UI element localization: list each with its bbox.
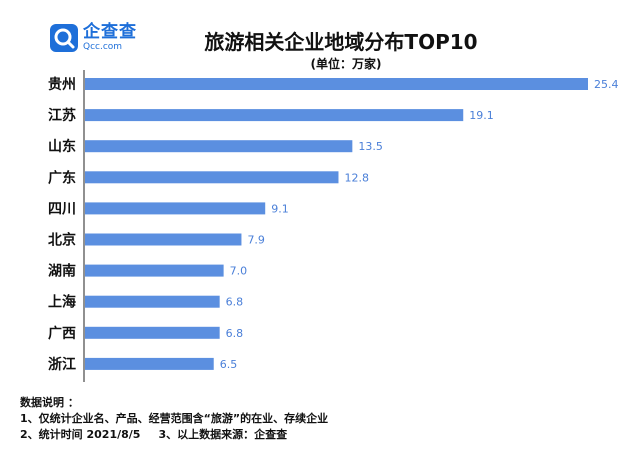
notes-line-2-source: 3、以上数据来源：企查查 — [158, 428, 288, 441]
bar — [85, 264, 224, 277]
bar — [85, 202, 266, 215]
bar-value-label: 13.5 — [358, 140, 383, 153]
qcc-logo: 企查查 Qcc.com — [50, 24, 137, 52]
bar — [85, 357, 214, 370]
bar — [85, 109, 464, 122]
bar — [85, 295, 220, 308]
bar-value-label: 7.9 — [247, 234, 265, 247]
y-tick-label: 湖南 — [48, 263, 76, 280]
bar-value-label: 12.8 — [344, 171, 369, 184]
logo-name-en: Qcc.com — [83, 42, 123, 52]
notes-line-2-date: 2、统计时间 2021/8/5 — [20, 428, 141, 441]
logo-name-cn: 企查查 — [83, 22, 137, 42]
y-tick-label: 广东 — [48, 169, 76, 186]
data-notes: 数据说明 ： 1、仅统计企业名、产品、经营范围含“旅游”的在业、存续企业 2、统… — [20, 395, 328, 443]
bar-value-label: 6.8 — [226, 296, 244, 309]
notes-line-1: 1、仅统计企业名、产品、经营范围含“旅游”的在业、存续企业 — [20, 412, 329, 425]
bar-value-label: 7.0 — [230, 265, 248, 278]
y-tick-label: 江苏 — [48, 107, 76, 124]
y-tick-label: 广西 — [48, 325, 76, 342]
bar — [85, 326, 220, 339]
qcc-logo-icon — [50, 24, 78, 52]
bar — [85, 171, 339, 184]
bar-value-label: 25.4 — [594, 78, 619, 91]
bar-value-label: 6.5 — [220, 358, 238, 371]
y-tick-label: 贵州 — [48, 76, 76, 93]
bar — [85, 233, 242, 246]
y-tick-label: 上海 — [48, 294, 76, 311]
chart-title: 旅游相关企业地域分布TOP10 — [204, 30, 478, 54]
y-tick-label: 北京 — [48, 232, 76, 249]
bar-value-label: 19.1 — [469, 109, 494, 122]
bar — [85, 78, 588, 90]
y-tick-label: 山东 — [48, 138, 76, 155]
y-tick-label: 四川 — [48, 201, 76, 217]
chart-unit-label: (单位：万家) — [310, 57, 382, 71]
bar-value-label: 9.1 — [271, 202, 289, 215]
bar — [85, 140, 353, 153]
y-tick-label: 浙江 — [48, 356, 76, 373]
notes-heading: 数据说明 ： — [20, 396, 79, 409]
bar-value-label: 6.8 — [226, 327, 244, 340]
